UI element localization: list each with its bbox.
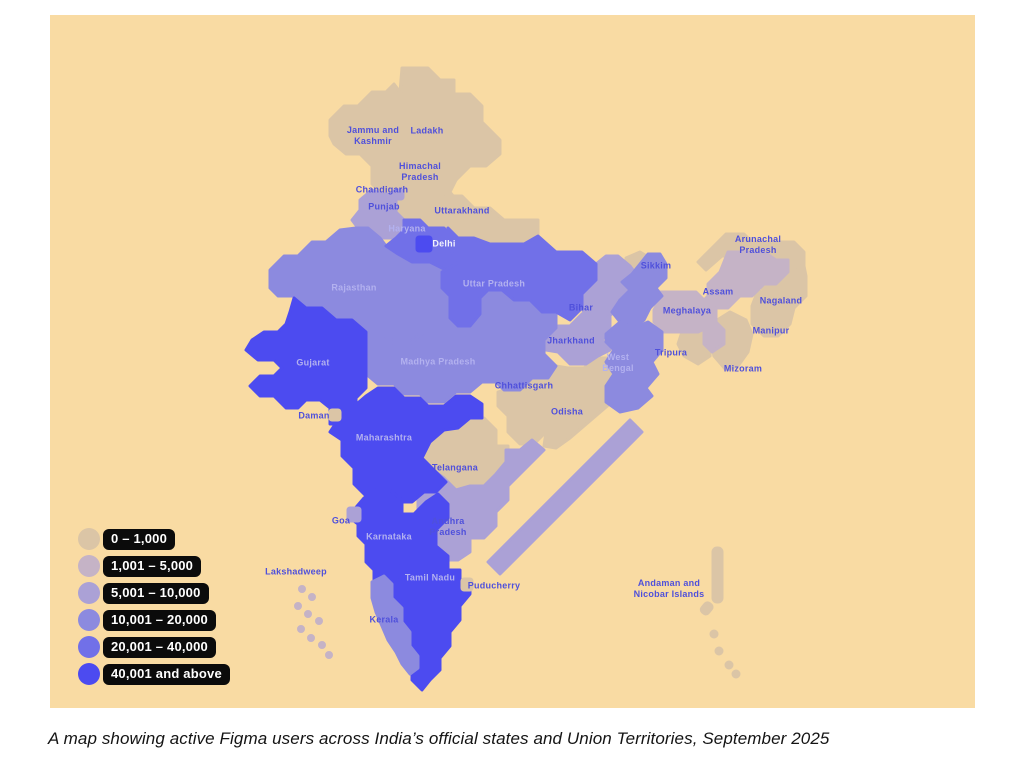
state-kerala[interactable] xyxy=(370,574,420,676)
legend-swatch-icon xyxy=(78,555,100,577)
legend-swatch-icon xyxy=(78,663,100,685)
caption: A map showing active Figma users across … xyxy=(48,729,830,748)
state-meghalaya[interactable] xyxy=(652,300,712,334)
state-maharashtra[interactable] xyxy=(328,386,484,530)
state-manipur[interactable] xyxy=(750,288,796,338)
legend-row-5: 20,001 – 40,000 xyxy=(78,636,230,658)
legend-label: 0 – 1,000 xyxy=(103,528,176,550)
state-andhra-pradesh-coast[interactable] xyxy=(486,418,644,576)
bucket-2-states xyxy=(294,250,790,659)
legend-row-1: 0 – 1,000 xyxy=(78,528,230,550)
state-delhi[interactable] xyxy=(415,235,433,253)
state-chandigarh[interactable] xyxy=(392,188,405,201)
legend-label: 1,001 – 5,000 xyxy=(103,555,202,577)
state-jammu-kashmir[interactable] xyxy=(328,82,436,196)
legend-row-6: 40,001 and above xyxy=(78,663,230,685)
legend-row-3: 5,001 – 10,000 xyxy=(78,582,230,604)
legend-row-4: 10,001 – 20,000 xyxy=(78,609,230,631)
state-andaman-nicobar[interactable] xyxy=(699,546,741,679)
state-daman[interactable] xyxy=(328,408,342,422)
legend-swatch-icon xyxy=(78,609,100,631)
legend-label: 40,001 and above xyxy=(103,663,230,685)
legend-label: 10,001 – 20,000 xyxy=(103,609,216,631)
state-lakshadweep[interactable] xyxy=(294,585,333,659)
state-puducherry[interactable] xyxy=(460,577,474,592)
state-gujarat[interactable] xyxy=(244,296,368,426)
legend-label: 5,001 – 10,000 xyxy=(103,582,209,604)
legend: 0 – 1,000 1,001 – 5,000 5,001 – 10,000 10,0… xyxy=(78,528,230,685)
state-west-bengal[interactable] xyxy=(604,320,664,414)
legend-swatch-icon xyxy=(78,636,100,658)
legend-swatch-icon xyxy=(78,582,100,604)
bucket-4-states xyxy=(268,226,668,414)
overlay-states xyxy=(328,188,474,676)
state-andhra-pradesh[interactable] xyxy=(416,438,546,562)
legend-row-2: 1,001 – 5,000 xyxy=(78,555,230,577)
state-west-bengal-neck[interactable] xyxy=(610,296,652,330)
state-goa[interactable] xyxy=(346,506,362,523)
legend-swatch-icon xyxy=(78,528,100,550)
legend-label: 20,001 – 40,000 xyxy=(103,636,216,658)
bucket-3-states xyxy=(350,188,644,576)
state-uttar-pradesh[interactable] xyxy=(440,226,598,328)
